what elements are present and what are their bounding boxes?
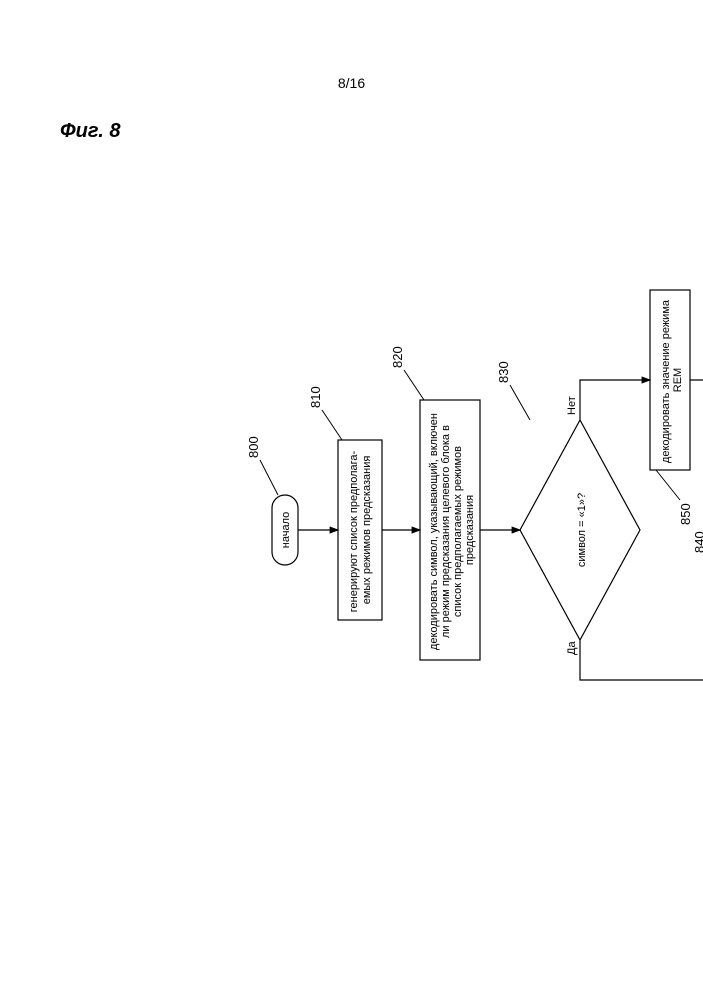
svg-text:декодировать символ, указывающ: декодировать символ, указывающий, включе… xyxy=(428,410,476,650)
ref-800: 800 xyxy=(246,436,261,458)
node-start: начало xyxy=(272,495,298,565)
start-label: начало xyxy=(280,512,292,548)
ref-830: 830 xyxy=(496,361,511,383)
flowchart-svg: начало 800 генерируют список предполага-… xyxy=(0,0,703,1000)
svg-text:декодировать значение режима: декодировать значение режима REM xyxy=(660,297,684,463)
svg-text:генерируют список предполага-: генерируют список предполага- емых режим… xyxy=(348,448,373,613)
ref-850: 850 xyxy=(678,503,693,525)
ref-810: 810 xyxy=(308,386,323,408)
ref-820: 820 xyxy=(390,346,405,368)
branch-yes: Да xyxy=(566,641,578,655)
ref-840: 840 xyxy=(692,531,703,553)
branch-no: Нет xyxy=(566,396,578,415)
node-810: генерируют список предполага- емых режим… xyxy=(338,440,382,620)
node-830: символ = «1»? xyxy=(520,420,640,640)
n830-label: символ = «1»? xyxy=(576,493,588,567)
node-850: декодировать значение режима REM xyxy=(650,290,690,470)
n810-line1: генерируют список предполага- xyxy=(348,450,360,612)
node-820: декодировать символ, указывающий, включе… xyxy=(420,400,480,660)
n810-line2: емых режимов предсказания xyxy=(361,456,373,605)
